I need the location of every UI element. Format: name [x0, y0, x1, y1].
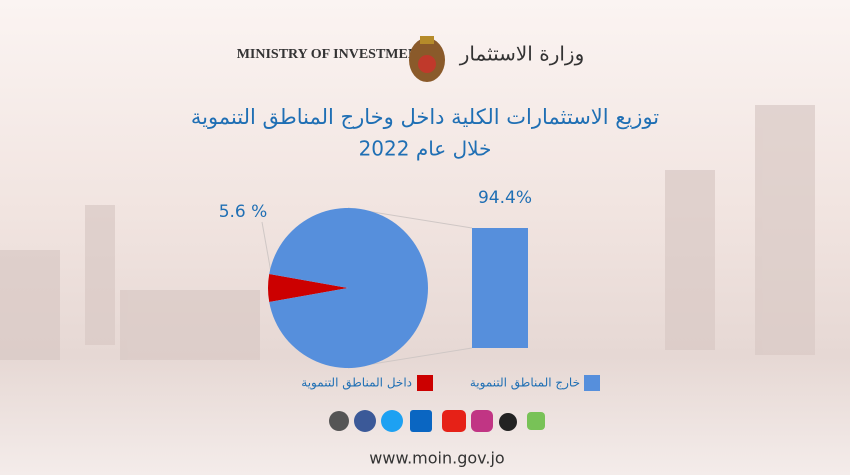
- website: www.moin.gov.jo: [369, 449, 504, 468]
- plot-area: 5.6 % 94.4% خارج المناطق التنموية داخل المن…: [219, 188, 600, 391]
- english-name: MINISTRY OF INVESTMENT: [237, 47, 428, 62]
- skyline: [0, 105, 815, 360]
- leader-line: [261, 221, 273, 279]
- data-label: 5.6 %: [219, 202, 268, 222]
- data-label: 94.4%: [478, 188, 532, 208]
- chart-title: توزيع الاستثمارات الكلية داخل وخارج المن…: [191, 105, 659, 130]
- pie-slice: [269, 207, 429, 368]
- social-icons: [329, 410, 545, 432]
- logo: [409, 36, 445, 82]
- legend-swatch: [417, 375, 433, 391]
- legend-label: داخل المناطق التنموية: [301, 376, 412, 391]
- arabic-name: وزارة الاستثمار: [459, 42, 584, 66]
- pie-slice: [268, 273, 348, 303]
- bar: [472, 228, 528, 348]
- legend-label: خارج المناطق التنموية: [470, 376, 580, 391]
- chart-subtitle: خلال عام 2022: [359, 137, 492, 161]
- legend-swatch: [584, 375, 600, 391]
